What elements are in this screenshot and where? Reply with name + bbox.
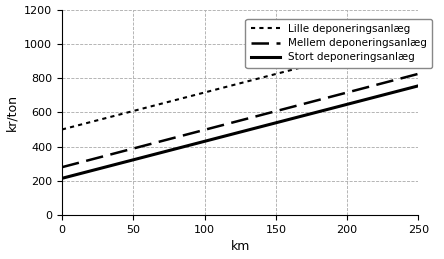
Lille deponeringsanlæg [59, 128, 65, 131]
Mellem deponeringsanlæg [59, 166, 65, 169]
Mellem deponeringsanlæg [278, 109, 283, 112]
Stort deponeringsanlæg [59, 177, 65, 180]
Line: Mellem deponeringsanlæg: Mellem deponeringsanlæg [62, 74, 419, 167]
Line: Lille deponeringsanlæg: Lille deponeringsanlæg [62, 37, 419, 130]
Stort deponeringsanlæg [278, 120, 283, 123]
Stort deponeringsanlæg [60, 176, 66, 179]
Lille deponeringsanlæg [278, 71, 283, 74]
Line: Stort deponeringsanlæg: Stort deponeringsanlæg [62, 86, 419, 178]
Mellem deponeringsanlæg [272, 110, 277, 113]
Stort deponeringsanlæg [272, 122, 277, 125]
Mellem deponeringsanlæg [60, 165, 66, 168]
Legend: Lille deponeringsanlæg, Mellem deponeringsanlæg, Stort deponeringsanlæg: Lille deponeringsanlæg, Mellem deponerin… [246, 19, 432, 68]
Mellem deponeringsanlæg [382, 81, 388, 84]
Lille deponeringsanlæg [272, 73, 277, 76]
Mellem deponeringsanlæg [360, 87, 365, 90]
Stort deponeringsanlæg [382, 93, 388, 96]
Mellem deponeringsanlæg [270, 110, 276, 113]
Lille deponeringsanlæg [382, 44, 388, 47]
Lille deponeringsanlæg [270, 73, 276, 76]
Mellem deponeringsanlæg [416, 72, 421, 75]
Lille deponeringsanlæg [416, 35, 421, 39]
Lille deponeringsanlæg [60, 128, 66, 131]
Y-axis label: kr/ton: kr/ton [6, 94, 19, 131]
X-axis label: km: km [230, 240, 250, 254]
Stort deponeringsanlæg [416, 84, 421, 87]
Stort deponeringsanlæg [360, 99, 365, 102]
Stort deponeringsanlæg [270, 122, 276, 125]
Lille deponeringsanlæg [360, 50, 365, 53]
